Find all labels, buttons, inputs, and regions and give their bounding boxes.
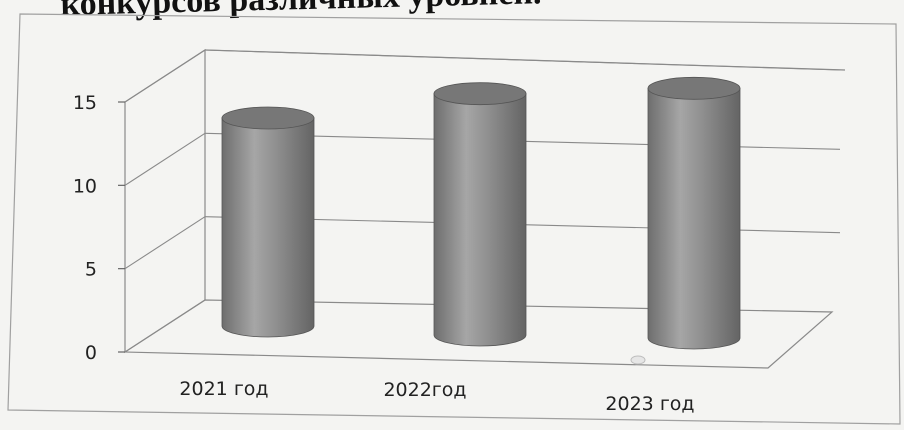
x-category-label: 2023 год <box>605 393 694 415</box>
plot-left-wall <box>124 48 206 354</box>
y-axis-ticks: 0 5 10 15 <box>73 92 125 364</box>
y-tick-label: 0 <box>85 342 97 364</box>
bar-top <box>433 82 527 106</box>
bar-3 <box>647 76 741 350</box>
bar-top <box>647 76 741 100</box>
bar-body <box>647 87 741 350</box>
x-axis-labels: 2021 год 2022год 2023 год <box>179 378 694 415</box>
gridline-diagonal <box>124 49 206 103</box>
y-tick-label: 15 <box>73 92 97 114</box>
x-category-label: 2021 год <box>179 378 268 400</box>
plot-floor <box>123 299 834 369</box>
bar-2 <box>433 82 527 347</box>
bars <box>221 76 741 350</box>
y-tick-label: 5 <box>85 259 97 281</box>
x-category-label: 2022год <box>383 379 466 401</box>
gridline <box>204 49 841 71</box>
chart-border <box>7 13 901 425</box>
gridline-diagonal <box>124 216 206 270</box>
bar-top <box>221 106 315 130</box>
y-tick-label: 10 <box>73 175 97 197</box>
bar-body <box>221 117 315 338</box>
scan-speck <box>630 355 646 365</box>
bar-body <box>433 93 527 347</box>
bar-1 <box>221 106 315 338</box>
gridline-diagonal <box>124 132 206 186</box>
